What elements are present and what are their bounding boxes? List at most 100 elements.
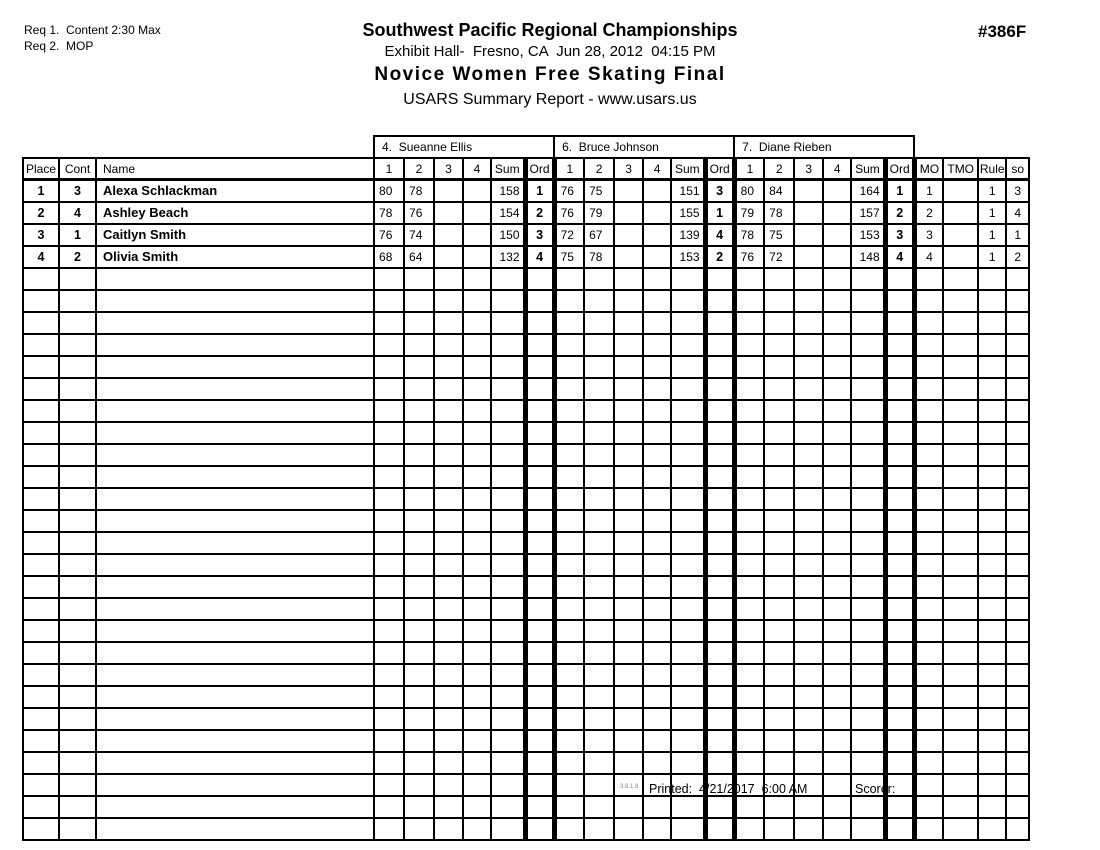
empty-judge3-sum-cell [850, 377, 887, 401]
judge1-score-4-cell [462, 245, 493, 269]
empty-judge1-sum-cell [490, 773, 527, 797]
empty-judge2-score-3-cell [613, 773, 645, 797]
empty-judge3-sum-cell [850, 729, 887, 753]
judge1-col-header-sum: Sum [490, 157, 527, 181]
empty-place-cell [22, 531, 60, 555]
empty-judge3-sum-cell [850, 333, 887, 357]
empty-judge2-score-2-cell [583, 355, 616, 379]
empty-name-cell [94, 531, 376, 555]
empty-judge3-score-4-cell [822, 597, 853, 621]
empty-judge3-score-1-cell [733, 707, 766, 731]
mo-cell: 1 [913, 178, 945, 203]
empty-judge1-score-2-cell [403, 465, 436, 489]
empty-judge2-score-1-cell [553, 553, 586, 577]
empty-judge3-score-4-cell [822, 509, 853, 533]
empty-judge1-score-1-cell [373, 553, 406, 577]
empty-cont-cell [58, 641, 97, 665]
empty-judge2-score-2-cell [583, 333, 616, 357]
judge2-col-header-4: 4 [642, 157, 673, 181]
empty-judge3-score-1-cell [733, 465, 766, 489]
empty-judge3-sum-cell [850, 685, 887, 709]
empty-rule-cell [977, 443, 1008, 467]
empty-judge2-score-3-cell [613, 641, 645, 665]
tmo-cell [942, 223, 980, 247]
empty-judge2-score-2-cell [583, 311, 616, 335]
empty-judge1-score-4-cell [462, 641, 493, 665]
empty-place-cell [22, 267, 60, 291]
empty-name-cell [94, 663, 376, 687]
empty-judge3-score-2-cell [763, 619, 796, 643]
empty-judge2-score-4-cell [642, 729, 673, 753]
empty-so-cell [1005, 531, 1031, 555]
empty-judge1-score-1-cell [373, 355, 406, 379]
judge1-score-2-cell: 76 [403, 201, 436, 225]
empty-judge3-sum-cell [850, 531, 887, 555]
empty-name-cell [94, 421, 376, 445]
empty-cont-cell [58, 289, 97, 313]
empty-judge3-score-4-cell [822, 289, 853, 313]
empty-judge3-ord-cell [882, 773, 917, 797]
empty-judge1-sum-cell [490, 267, 527, 291]
empty-judge3-score-3-cell [793, 355, 825, 379]
empty-row [22, 773, 1031, 797]
empty-judge1-ord-cell [522, 707, 557, 731]
empty-tmo-cell [942, 575, 980, 599]
empty-so-cell [1005, 597, 1031, 621]
empty-judge1-score-2-cell [403, 619, 436, 643]
empty-place-cell [22, 663, 60, 687]
empty-place-cell [22, 421, 60, 445]
empty-tmo-cell [942, 421, 980, 445]
empty-judge3-score-4-cell [822, 487, 853, 511]
empty-judge2-score-1-cell [553, 399, 586, 423]
judge1-score-1-cell: 80 [373, 178, 406, 203]
judge1-col-header-3: 3 [433, 157, 465, 181]
empty-judge1-score-4-cell [462, 333, 493, 357]
name-column-header: Name [94, 157, 376, 181]
empty-tmo-cell [942, 817, 980, 841]
judge2-score-3-cell [613, 245, 645, 269]
empty-judge1-score-2-cell [403, 421, 436, 445]
empty-judge2-sum-cell [670, 795, 707, 819]
empty-judge3-sum-cell [850, 399, 887, 423]
mo-cell: 2 [913, 201, 945, 225]
empty-judge2-score-4-cell [642, 597, 673, 621]
empty-row [22, 399, 1031, 423]
empty-judge2-score-3-cell [613, 597, 645, 621]
empty-name-cell [94, 443, 376, 467]
empty-judge2-score-1-cell [553, 289, 586, 313]
empty-judge3-sum-cell [850, 773, 887, 797]
empty-judge2-ord-cell [702, 267, 737, 291]
place-cell: 4 [22, 245, 60, 269]
empty-judge3-ord-cell [882, 289, 917, 313]
empty-judge1-score-1-cell [373, 641, 406, 665]
empty-mo-cell [913, 751, 945, 775]
judge2-sum-cell: 155 [670, 201, 707, 225]
judge1-score-3-cell [433, 223, 465, 247]
empty-place-cell [22, 619, 60, 643]
empty-judge3-score-1-cell [733, 663, 766, 687]
empty-judge2-ord-cell [702, 355, 737, 379]
empty-judge3-sum-cell [850, 421, 887, 445]
empty-judge3-score-1-cell [733, 289, 766, 313]
empty-judge3-score-3-cell [793, 377, 825, 401]
empty-judge1-score-2-cell [403, 795, 436, 819]
empty-rule-cell [977, 487, 1008, 511]
empty-judge2-score-2-cell [583, 751, 616, 775]
empty-judge2-score-4-cell [642, 443, 673, 467]
empty-tmo-cell [942, 685, 980, 709]
empty-so-cell [1005, 817, 1031, 841]
empty-tmo-cell [942, 641, 980, 665]
empty-judge3-ord-cell [882, 311, 917, 335]
judge1-ord-cell: 2 [522, 201, 557, 225]
empty-so-cell [1005, 267, 1031, 291]
empty-judge1-score-4-cell [462, 817, 493, 841]
empty-judge1-score-4-cell [462, 355, 493, 379]
empty-judge2-score-4-cell [642, 509, 673, 533]
empty-judge3-score-4-cell [822, 729, 853, 753]
empty-name-cell [94, 465, 376, 489]
empty-judge2-score-3-cell [613, 795, 645, 819]
empty-judge1-sum-cell [490, 531, 527, 555]
judge1-col-header-ord: Ord [522, 157, 557, 181]
judge2-col-header-sum: Sum [670, 157, 707, 181]
empty-judge3-score-1-cell [733, 267, 766, 291]
